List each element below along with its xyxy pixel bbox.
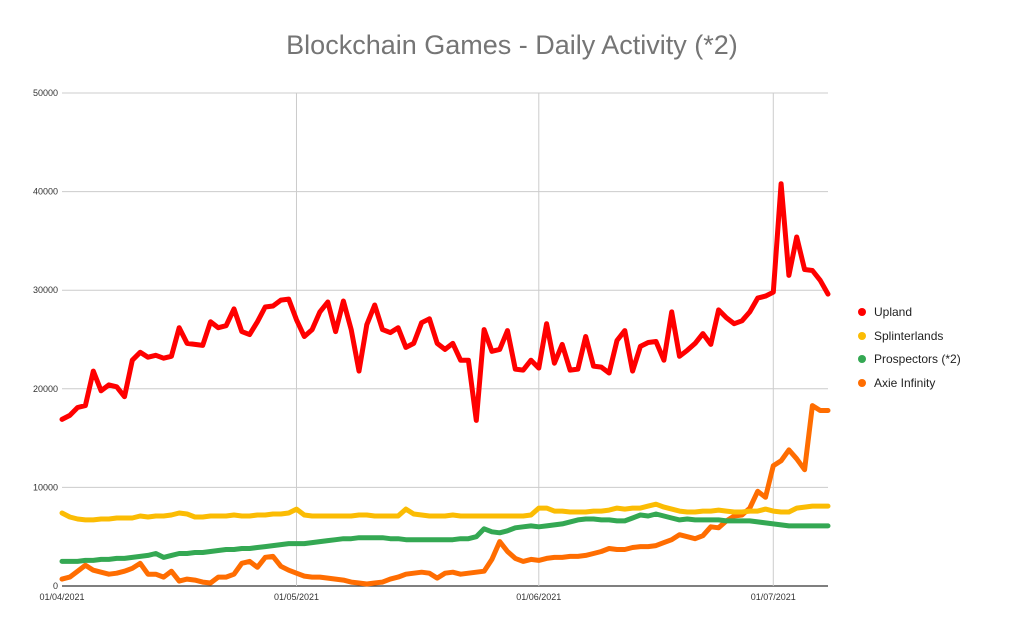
y-axis-tick-labels: 0 10000 20000 30000 40000 50000 [33,88,58,591]
x-tick-label: 01/06/2021 [516,592,561,602]
y-tick-label: 10000 [33,482,58,492]
legend-label: Splinterlands [874,328,944,343]
y-tick-label: 20000 [33,384,58,394]
x-axis-tick-labels: 01/04/2021 01/05/2021 01/06/2021 01/07/2021 [39,592,795,602]
y-tick-label: 40000 [33,187,58,197]
legend-swatch [858,378,866,387]
legend-label: Axie Infinity [874,375,936,390]
x-tick-label: 01/04/2021 [39,592,84,602]
series-line-splinterlands [59,501,831,523]
gridlines [62,92,828,587]
legend-swatch [858,355,866,363]
legend-item: Upland [858,304,912,320]
legend-item: Splinterlands [858,328,943,344]
series-line-axie-infinity [59,403,831,587]
legend-item: Prospectors (*2) [858,351,961,367]
x-tick-label: 01/05/2021 [274,592,319,602]
series-lines [59,181,831,587]
series-line-prospectors-2 [59,511,831,564]
series-line-upland [59,181,831,423]
legend-item: Axie Infinity [858,375,935,391]
legend-swatch [858,331,866,340]
y-tick-label: 50000 [33,88,58,98]
x-tick-label: 01/07/2021 [751,592,796,602]
legend-swatch [858,308,866,316]
chart-title: Blockchain Games - Daily Activity (*2) [286,30,738,60]
y-tick-label: 0 [53,581,58,591]
legend-label: Upland [874,305,913,319]
y-tick-label: 30000 [33,285,58,295]
legend-label: Prospectors (*2) [874,352,961,366]
